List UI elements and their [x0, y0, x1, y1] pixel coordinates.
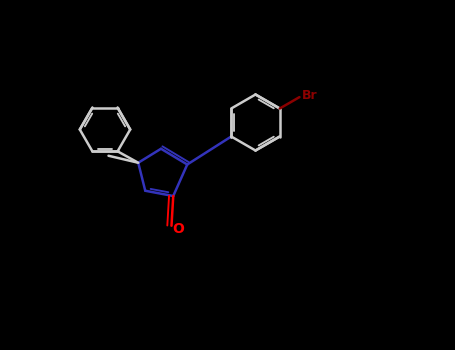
- Text: Br: Br: [302, 89, 318, 102]
- Text: O: O: [172, 222, 184, 236]
